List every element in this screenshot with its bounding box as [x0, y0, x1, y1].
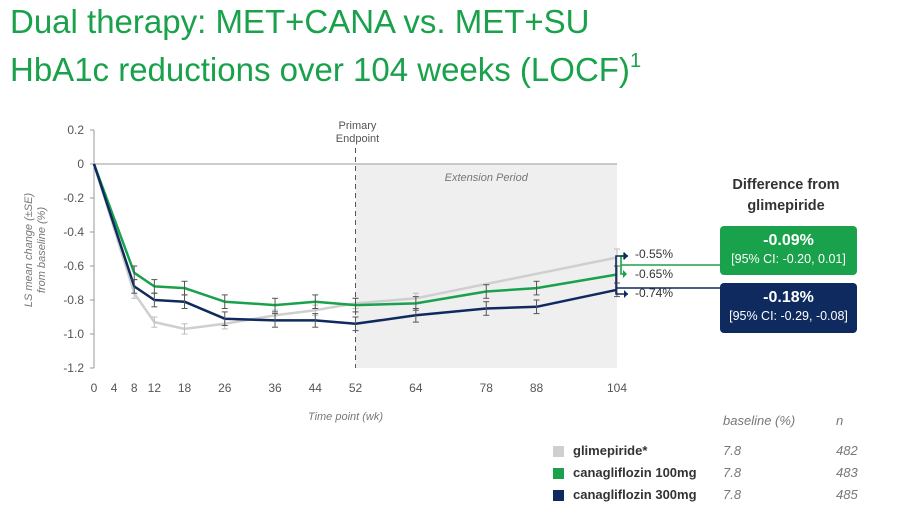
series-line-1: [92, 163, 618, 307]
difference-box-cana300: -0.18% [95% CI: -0.29, -0.08]: [720, 283, 857, 333]
legend-row-cana300: canagliflozin 300mg 7.8 485: [545, 487, 865, 505]
difference-heading: Difference from glimepiride: [732, 177, 840, 214]
x-axis-label: Time point (wk): [308, 411, 383, 423]
y-tick-label: 0.2: [67, 123, 84, 137]
end-value-label: -0.65%: [635, 267, 673, 281]
legend-swatch-glimepiride: [553, 446, 564, 457]
legend-n-cana300: 485: [836, 487, 858, 502]
title-line-2: HbA1c reductions over 104 weeks (LOCF)1: [10, 42, 641, 89]
series-line-2: [92, 163, 618, 326]
primary-endpoint-label: Primary: [339, 120, 377, 132]
difference-value-cana300: -0.18%: [763, 289, 814, 306]
legend-n-glimepiride: 482: [836, 443, 858, 458]
end-value-label: -0.74%: [635, 286, 673, 300]
x-tick-label: 52: [349, 381, 363, 395]
legend-name-cana300: canagliflozin 300mg: [573, 487, 697, 502]
title-line-2-text: HbA1c reductions over 104 weeks (LOCF): [10, 51, 630, 88]
x-tick-label: 36: [268, 381, 282, 395]
difference-box-cana100: -0.09% [95% CI: -0.20, 0.01]: [720, 226, 857, 275]
difference-value-cana100: -0.09%: [763, 232, 814, 249]
x-tick-label: 44: [309, 381, 323, 395]
bracket-arrow-cana100-b: [623, 270, 627, 278]
y-tick-label: -0.6: [63, 259, 84, 273]
bracket-arrow-cana300: [624, 252, 628, 260]
x-tick-label: 78: [480, 381, 494, 395]
legend-row-glimepiride: glimepiride* 7.8 482: [545, 443, 865, 461]
y-axis-label-line2: from baseline (%): [36, 207, 48, 294]
x-tick-label: 18: [178, 381, 192, 395]
x-tick-label: 8: [131, 381, 138, 395]
legend-baseline-cana300: 7.8: [723, 487, 742, 502]
end-value-label: -0.55%: [635, 247, 673, 261]
bracket-arrow-cana300-b: [624, 290, 628, 298]
legend-swatch-cana300: [553, 490, 564, 501]
y-tick-label: -1.2: [63, 361, 84, 375]
x-tick-label: 12: [148, 381, 162, 395]
y-tick-label: -1.0: [63, 327, 84, 341]
x-tick-label: 64: [409, 381, 423, 395]
y-tick-label: -0.8: [63, 293, 84, 307]
x-tick-label: 0: [91, 381, 98, 395]
difference-ci-cana100: [95% CI: -0.20, 0.01]: [731, 252, 846, 266]
bracket-cana300: [615, 255, 628, 295]
legend-name-glimepiride: glimepiride*: [573, 443, 648, 458]
y-axis-label: LS mean change (±SE) from baseline (%): [23, 193, 48, 308]
title-superscript: 1: [629, 50, 642, 72]
y-axis-label-line1: LS mean change (±SE): [23, 193, 35, 308]
legend-name-cana100: canagliflozin 100mg: [573, 465, 697, 480]
legend-header-baseline: baseline (%): [723, 413, 796, 428]
primary-endpoint-label: Endpoint: [336, 133, 379, 145]
legend-baseline-glimepiride: 7.8: [723, 443, 742, 458]
legend-swatch-cana100: [553, 468, 564, 479]
extension-period-label: Extension Period: [445, 172, 529, 184]
legend-row-cana100: canagliflozin 100mg 7.8 483: [545, 465, 865, 483]
y-tick-label: -0.2: [63, 191, 84, 205]
y-tick-label: -0.4: [63, 225, 84, 239]
x-tick-label: 4: [111, 381, 118, 395]
legend-n-cana100: 483: [836, 465, 858, 480]
title-line-1: Dual therapy: MET+CANA vs. MET+SU: [10, 3, 590, 40]
legend-header-n: n: [836, 413, 844, 428]
x-tick-label: 26: [218, 381, 232, 395]
x-tick-label: 88: [530, 381, 544, 395]
difference-ci-cana300: [95% CI: -0.29, -0.08]: [729, 309, 848, 323]
legend-baseline-cana100: 7.8: [723, 465, 742, 480]
y-tick-label: 0: [77, 157, 84, 171]
x-tick-label: 104: [607, 381, 627, 395]
